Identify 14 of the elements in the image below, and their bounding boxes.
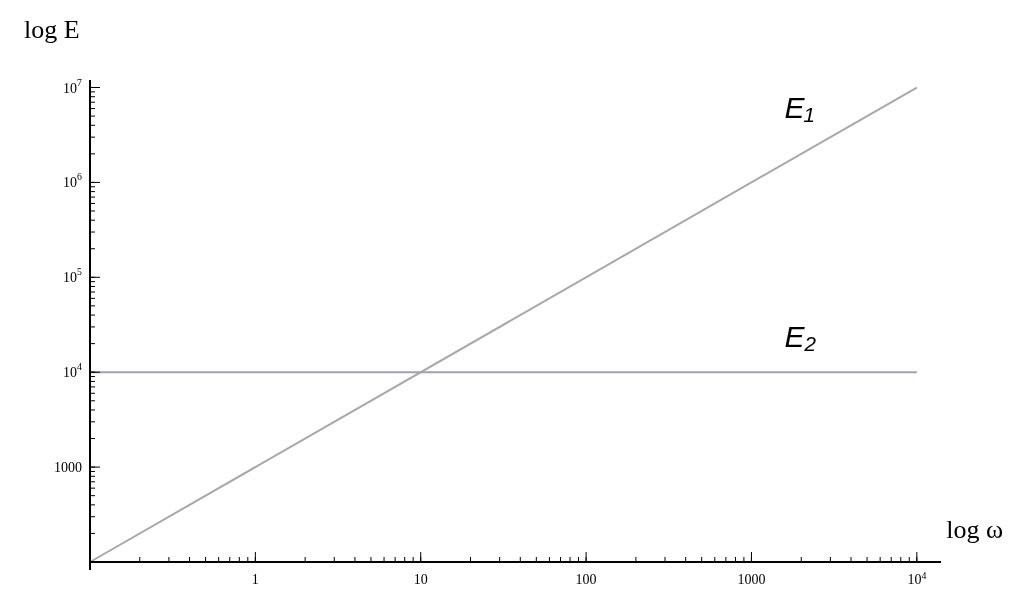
y-tick-label: 10$^{7}$ — [63, 76, 83, 96]
x-tick-label: 100 — [575, 572, 597, 587]
x-tick-label: 10$^{4}$ — [907, 569, 927, 587]
series-label: E₂ — [784, 320, 817, 354]
y-tick-label: 10$^{4}$ — [63, 361, 83, 380]
x-tick-label: 10 — [413, 572, 428, 587]
x-axis-title: log ω — [946, 515, 1003, 544]
y-tick-label: 10$^{5}$ — [63, 266, 83, 285]
x-tick-label: 1 — [251, 572, 259, 587]
x-tick-label: 1000 — [737, 572, 766, 587]
y-tick-label: 1000 — [54, 459, 82, 475]
y-axis-title: log E — [24, 15, 80, 44]
series-label: E₁ — [784, 90, 815, 124]
y-tick-label: 10$^{6}$ — [63, 171, 83, 190]
